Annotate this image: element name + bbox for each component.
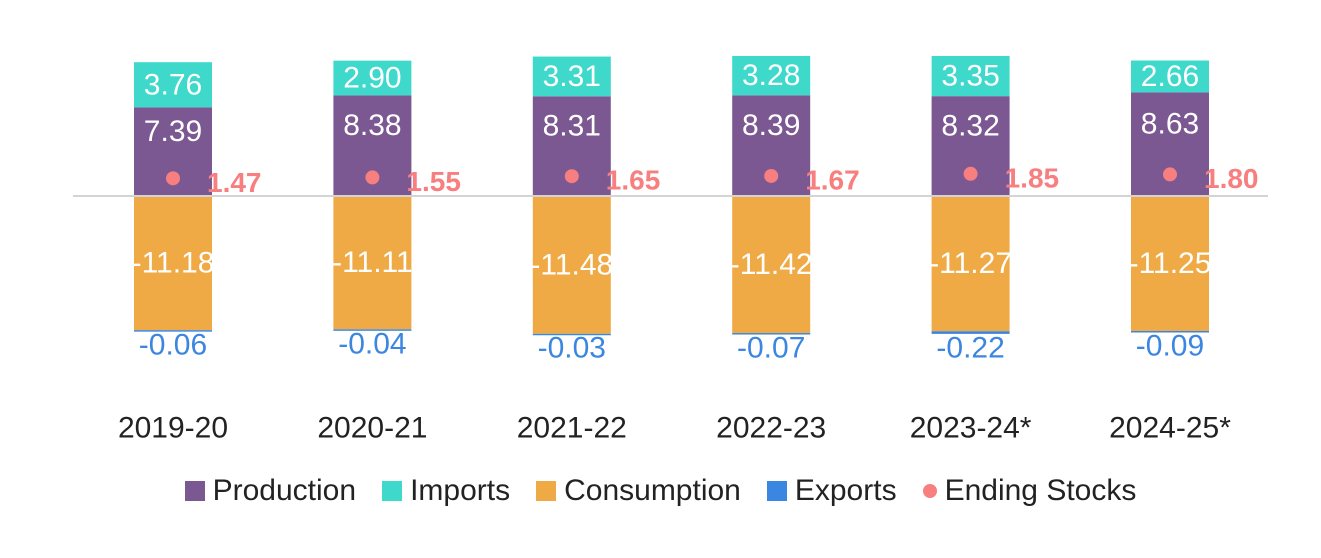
legend-label-imports: Imports [410, 474, 511, 507]
bar-imports [732, 55, 811, 96]
bar-imports [134, 62, 212, 108]
legend-label-ending-stocks: Ending Stocks [944, 474, 1137, 507]
data-label-ending-stocks: 1.65 [606, 165, 661, 196]
data-label-exports: -0.22 [936, 331, 1004, 364]
data-label-consumption: -11.27 [929, 247, 1012, 280]
bar-imports [333, 60, 412, 96]
data-label-exports: -0.09 [1136, 330, 1204, 363]
bar-consumption [333, 196, 412, 330]
data-label-imports: 3.31 [543, 60, 601, 93]
data-label-ending-stocks: 1.47 [207, 167, 262, 198]
legend-swatch-imports [382, 481, 403, 501]
point-ending-stocks [963, 166, 978, 181]
data-label-ending-stocks: 1.55 [406, 166, 461, 197]
legend-item-ending-stocks: Ending Stocks [922, 474, 1137, 508]
point-ending-stocks [1163, 167, 1177, 182]
data-label-consumption: -11.11 [332, 246, 413, 279]
data-label-production: 8.32 [941, 110, 999, 143]
bar-exports [732, 333, 811, 335]
data-label-production: 8.39 [742, 109, 800, 142]
x-tick-label: 2022-23 [716, 412, 826, 445]
legend-item-production: Production [184, 474, 357, 508]
bar-consumption [1131, 196, 1209, 331]
legend-swatch-exports [766, 481, 787, 501]
data-label-ending-stocks: 1.80 [1204, 163, 1259, 194]
data-label-consumption: -11.25 [1129, 247, 1212, 280]
point-ending-stocks [166, 171, 180, 186]
data-label-consumption: -11.18 [132, 247, 215, 280]
legend-swatch-consumption [536, 481, 557, 501]
bar-exports [333, 329, 412, 331]
point-ending-stocks [365, 170, 380, 185]
data-label-imports: 3.35 [941, 60, 999, 93]
legend: Production Imports Consumption Exports E… [0, 474, 1321, 508]
bar-consumption [732, 196, 811, 334]
x-tick-label: 2024-25* [1109, 412, 1231, 445]
x-tick-label: 2019-20 [118, 412, 228, 445]
data-label-exports: -0.06 [139, 328, 207, 361]
x-tick-label: 2021-22 [517, 412, 627, 445]
data-label-production: 8.38 [343, 109, 401, 142]
bar-exports [1131, 331, 1209, 333]
point-ending-stocks [764, 168, 779, 183]
data-label-production: 7.39 [144, 115, 202, 148]
bar-exports [134, 330, 212, 332]
data-label-ending-stocks: 1.67 [805, 164, 860, 195]
x-tick-label: 2023-24* [910, 412, 1032, 445]
data-label-exports: -0.04 [338, 327, 406, 360]
data-label-exports: -0.03 [538, 332, 606, 365]
stacked-bar-chart: 3.76 7.39 -11.18 -0.06 1.47 2019-20 2.90 8.38 -1… [73, 55, 1268, 445]
legend-item-imports: Imports [382, 474, 510, 508]
point-ending-stocks [564, 169, 579, 184]
legend-swatch-production [184, 481, 205, 501]
x-tick-label: 2020-21 [317, 412, 427, 445]
legend-label-consumption: Consumption [564, 474, 741, 507]
legend-label-exports: Exports [794, 474, 897, 507]
data-label-ending-stocks: 1.85 [1005, 162, 1060, 193]
data-label-imports: 3.76 [144, 68, 202, 101]
data-label-imports: 2.90 [343, 62, 401, 95]
data-label-consumption: -11.48 [530, 248, 613, 281]
data-label-consumption: -11.42 [730, 248, 813, 281]
data-label-production: 8.31 [543, 110, 601, 143]
legend-swatch-ending-stocks [922, 484, 937, 498]
bar-exports [532, 333, 611, 336]
legend-label-production: Production [212, 474, 357, 507]
bar-imports [931, 55, 1010, 97]
bar-imports [532, 56, 611, 97]
legend-item-consumption: Consumption [536, 474, 741, 508]
bar-imports [1131, 60, 1209, 93]
bar-consumption [931, 196, 1010, 332]
bar-exports [931, 331, 1010, 334]
data-label-exports: -0.07 [737, 331, 805, 364]
bar-consumption [532, 196, 611, 334]
data-label-production: 8.63 [1141, 108, 1199, 141]
data-label-imports: 3.28 [742, 59, 800, 92]
data-label-imports: 2.66 [1141, 60, 1199, 93]
legend-item-exports: Exports [766, 474, 897, 508]
bar-consumption [134, 196, 212, 331]
